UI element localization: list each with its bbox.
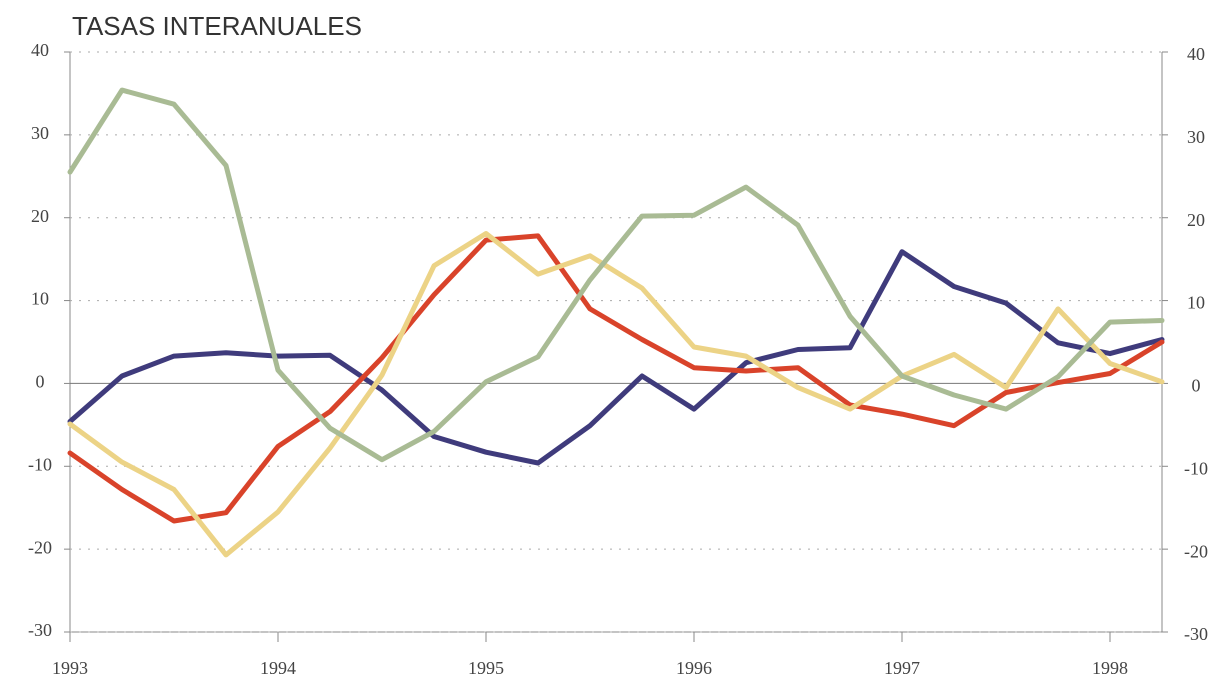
y2-tick-label: 10 bbox=[1187, 293, 1205, 313]
y2-tick-label: 30 bbox=[1187, 127, 1205, 147]
series-line bbox=[67, 249, 1165, 466]
x-tick-label: 1997 bbox=[884, 658, 920, 678]
y-tick-label: -30 bbox=[28, 620, 52, 640]
y2-tick-label: 0 bbox=[1192, 376, 1201, 396]
y2-tick-label: -20 bbox=[1184, 541, 1208, 561]
x-tick-label: 1998 bbox=[1092, 658, 1128, 678]
y-tick-label: 40 bbox=[31, 40, 49, 60]
x-tick-label: 1996 bbox=[676, 658, 712, 678]
series-line bbox=[67, 231, 1165, 558]
y-tick-label: 30 bbox=[31, 123, 49, 143]
y-tick-label: 0 bbox=[36, 372, 45, 392]
x-tick-label: 1993 bbox=[52, 658, 88, 678]
y2-tick-label: -10 bbox=[1184, 458, 1208, 478]
x-tick-label: 1994 bbox=[260, 658, 296, 678]
y-tick-label: 20 bbox=[31, 206, 49, 226]
y-tick-label: 10 bbox=[31, 289, 49, 309]
y-tick-label: -10 bbox=[28, 454, 52, 474]
series-line bbox=[67, 87, 1165, 463]
y-tick-label: -20 bbox=[28, 537, 52, 557]
series-line bbox=[67, 233, 1165, 524]
y2-tick-label: 20 bbox=[1187, 210, 1205, 230]
chart-title: TASAS INTERANUALES bbox=[72, 11, 362, 41]
x-tick-label: 1995 bbox=[468, 658, 504, 678]
y2-tick-label: 40 bbox=[1187, 44, 1205, 64]
y2-tick-label: -30 bbox=[1184, 624, 1208, 644]
